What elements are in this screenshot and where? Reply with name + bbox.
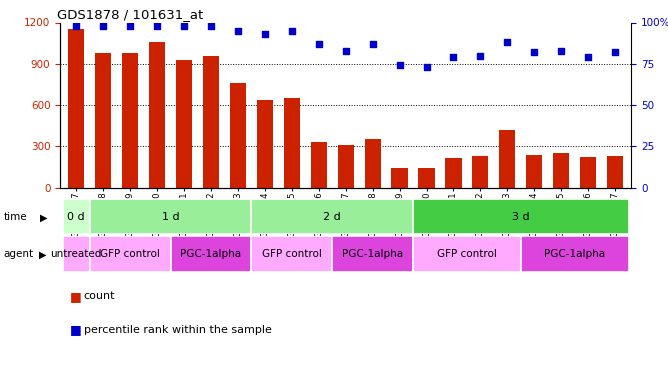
Bar	[311, 142, 327, 188]
Bar	[607, 156, 623, 188]
Point	[502, 39, 512, 45]
Bar	[95, 53, 112, 188]
Point	[71, 23, 81, 29]
Point	[556, 48, 566, 54]
Bar	[149, 42, 165, 188]
Point	[367, 41, 378, 47]
Point	[287, 28, 297, 34]
Point	[313, 41, 324, 47]
Point	[125, 23, 136, 29]
Bar	[251, 236, 332, 272]
Text: ■: ■	[70, 290, 82, 303]
Text: PGC-1alpha: PGC-1alpha	[342, 249, 403, 259]
Bar	[580, 157, 597, 188]
Bar	[90, 236, 170, 272]
Bar	[337, 145, 354, 188]
Text: PGC-1alpha: PGC-1alpha	[544, 249, 605, 259]
Text: 2 d: 2 d	[323, 211, 341, 222]
Point	[98, 23, 109, 29]
Bar	[203, 56, 219, 188]
Bar	[284, 98, 300, 188]
Bar	[251, 199, 413, 234]
Bar	[413, 236, 521, 272]
Point	[610, 49, 621, 55]
Text: GFP control: GFP control	[262, 249, 322, 259]
Text: 1 d: 1 d	[162, 211, 180, 222]
Bar	[521, 236, 629, 272]
Text: ▶: ▶	[39, 250, 46, 260]
Bar	[446, 158, 462, 188]
Point	[340, 48, 351, 54]
Point	[394, 62, 405, 68]
Point	[529, 49, 540, 55]
Bar	[90, 199, 251, 234]
Bar	[257, 99, 273, 188]
Text: ■: ■	[70, 324, 82, 336]
Bar	[170, 236, 251, 272]
Bar	[63, 236, 90, 272]
Text: GFP control: GFP control	[437, 249, 497, 259]
Text: PGC-1alpha: PGC-1alpha	[180, 249, 242, 259]
Point	[582, 54, 593, 60]
Bar	[332, 236, 413, 272]
Text: ▶: ▶	[40, 213, 47, 222]
Point	[232, 28, 243, 34]
Bar	[68, 29, 84, 188]
Bar	[499, 130, 516, 188]
Bar	[63, 199, 90, 234]
Text: agent: agent	[3, 249, 33, 259]
Point	[475, 53, 486, 58]
Point	[421, 64, 432, 70]
Text: GFP control: GFP control	[100, 249, 160, 259]
Point	[260, 31, 271, 37]
Bar	[230, 83, 246, 188]
Text: percentile rank within the sample: percentile rank within the sample	[84, 325, 271, 335]
Bar	[553, 153, 569, 188]
Point	[448, 54, 459, 60]
Bar	[365, 139, 381, 188]
Bar	[413, 199, 629, 234]
Bar	[472, 156, 488, 188]
Bar	[176, 60, 192, 188]
Text: untreated: untreated	[51, 249, 102, 259]
Text: count: count	[84, 291, 115, 301]
Bar	[526, 154, 542, 188]
Bar	[418, 168, 435, 188]
Point	[206, 23, 216, 29]
Text: 3 d: 3 d	[512, 211, 530, 222]
Bar	[122, 54, 138, 188]
Text: 0 d: 0 d	[67, 211, 85, 222]
Point	[152, 23, 162, 29]
Text: GDS1878 / 101631_at: GDS1878 / 101631_at	[57, 8, 204, 21]
Bar	[391, 168, 407, 188]
Point	[179, 23, 190, 29]
Text: time: time	[3, 212, 27, 222]
